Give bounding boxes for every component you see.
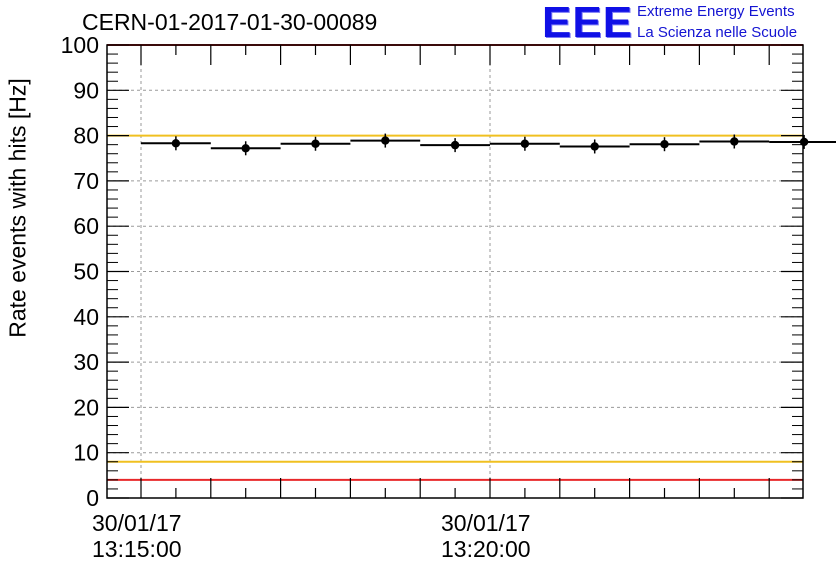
- y-tick-labels: 0 10 20 30 40 50 60 70 80 90 100: [61, 32, 99, 511]
- y-tick-label: 70: [73, 168, 99, 194]
- x-tick-label-0: 30/01/17 13:15:00: [92, 510, 182, 562]
- y-tick-label: 50: [73, 259, 99, 285]
- x-tick-label-1: 30/01/17 13:20:00: [441, 510, 531, 562]
- x-tick-label-0-date: 30/01/17: [92, 510, 182, 536]
- y-tick-label: 10: [73, 440, 99, 466]
- y-tick-label: 0: [86, 485, 99, 511]
- y-tick-label: 30: [73, 349, 99, 375]
- y-tick-label: 40: [73, 304, 99, 330]
- reference-lines: [107, 44, 803, 481]
- grid: [107, 45, 803, 498]
- data-point: [450, 140, 460, 150]
- run-title: CERN-01-2017-01-30-00089: [82, 9, 378, 35]
- y-tick-label: 20: [73, 394, 99, 420]
- logo-line1: Extreme Energy Events: [637, 3, 795, 20]
- y-tick-label: 100: [61, 32, 99, 58]
- x-tick-label-1-date: 30/01/17: [441, 510, 531, 536]
- logo-mark: EEE: [542, 0, 634, 47]
- y-tick-label: 80: [73, 123, 99, 149]
- x-tick-label-1-time: 13:20:00: [441, 536, 531, 562]
- data-marks: [141, 133, 836, 156]
- y-tick-label: 90: [73, 77, 99, 103]
- axis-ticks: [107, 44, 803, 499]
- y-tick-label: 60: [73, 213, 99, 239]
- eee-logo: EEE Extreme Energy Events La Scienza nel…: [540, 0, 836, 47]
- logo-line2: La Scienza nelle Scuole: [637, 24, 798, 41]
- y-axis-label: Rate events with hits [Hz]: [4, 78, 31, 338]
- x-tick-label-0-time: 13:15:00: [92, 536, 182, 562]
